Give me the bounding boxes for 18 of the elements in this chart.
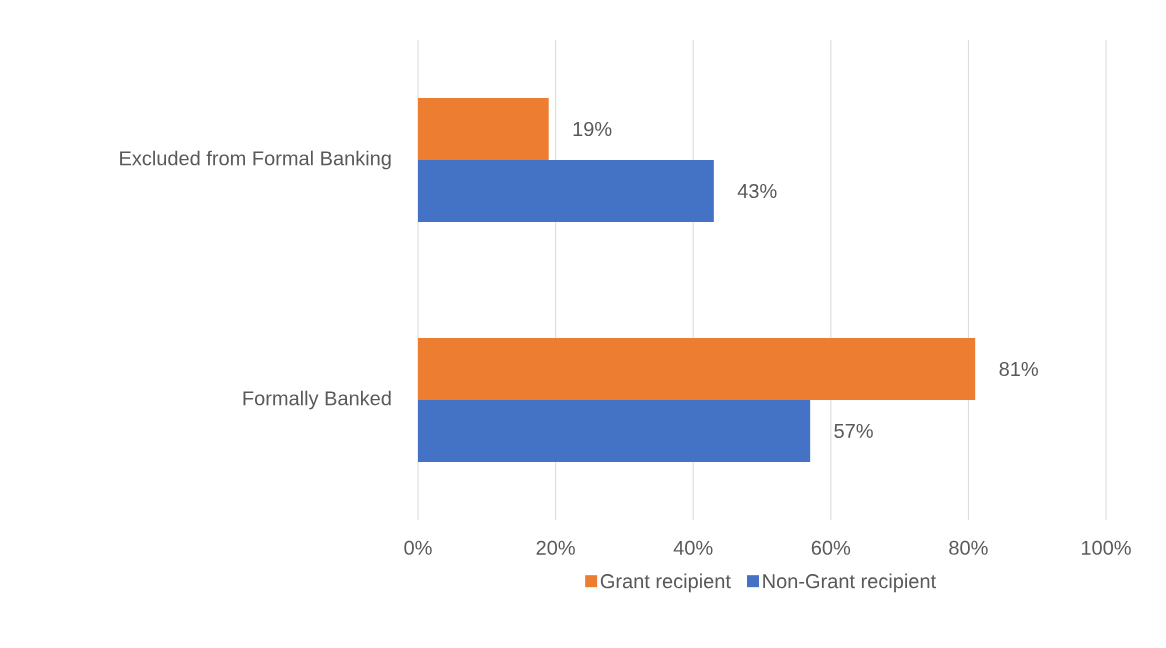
x-tick-label: 40%	[673, 540, 713, 555]
y-tick-label: Excluded from Formal Banking	[120, 150, 391, 170]
data-label: 43%	[737, 183, 777, 199]
x-tick-label: 80%	[949, 540, 988, 555]
x-tick-label: 0%	[404, 540, 432, 555]
x-tick-label: 100%	[1081, 540, 1131, 555]
bar	[418, 399, 811, 462]
bar	[418, 97, 549, 160]
bar	[418, 160, 714, 222]
legend-label: Grant recipient	[600, 573, 731, 593]
legend-label: Non-Grant recipient	[763, 573, 936, 593]
x-tick-label: 60%	[811, 540, 851, 555]
x-tick-label: 20%	[536, 540, 575, 555]
data-label: 57%	[834, 423, 873, 439]
y-tick-label: Formally Banked	[243, 390, 391, 410]
bar	[418, 337, 976, 400]
data-label: 19%	[573, 121, 612, 137]
data-label: 81%	[999, 361, 1038, 377]
